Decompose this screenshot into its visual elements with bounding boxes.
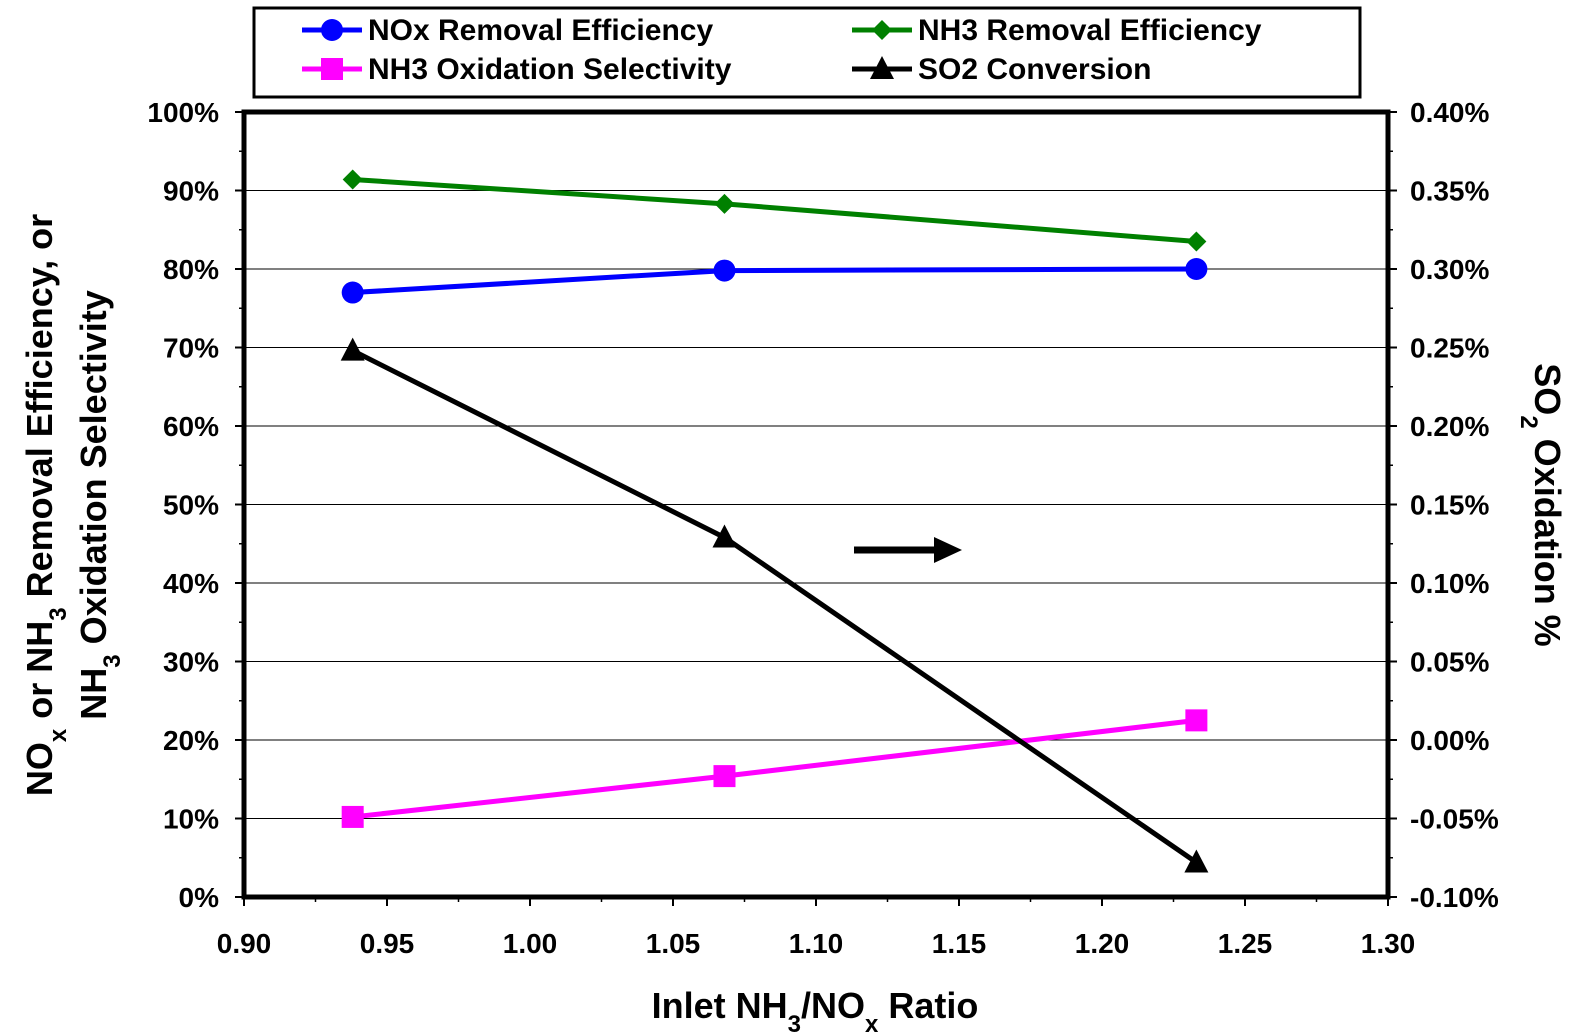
left-y-tick-label: 60% bbox=[163, 411, 219, 442]
right-y-tick-label: -0.05% bbox=[1410, 804, 1499, 835]
left-y-tick-label: 40% bbox=[163, 568, 219, 599]
data-point-nh3-removal-efficiency bbox=[714, 193, 735, 214]
data-point-so2-conversion bbox=[340, 337, 365, 361]
x-tick-label: 1.25 bbox=[1218, 928, 1273, 959]
left-y-tick-label: 30% bbox=[163, 647, 219, 678]
x-tick-label: 0.95 bbox=[360, 928, 415, 959]
legend-label-nh3-oxidation-selectivity: NH3 Oxidation Selectivity bbox=[368, 53, 732, 86]
data-point-nh3-oxidation-selectivity bbox=[1185, 709, 1208, 732]
data-point-nh3-removal-efficiency bbox=[1186, 231, 1207, 252]
data-point-nox-removal-efficiency bbox=[341, 281, 364, 304]
data-point-nh3-oxidation-selectivity bbox=[341, 805, 364, 828]
legend-label-nox-removal-efficiency: NOx Removal Efficiency bbox=[368, 14, 713, 47]
legend-frame bbox=[252, 6, 1362, 99]
right-y-tick-label: 0.25% bbox=[1410, 333, 1489, 364]
data-point-so2-conversion bbox=[712, 524, 737, 548]
x-axis-title: Inlet NH3/NOx Ratio bbox=[652, 985, 979, 1033]
series-lines bbox=[351, 177, 1198, 865]
left-y-tick-label: 50% bbox=[163, 490, 219, 521]
legend-label-so2-conversion: SO2 Conversion bbox=[918, 53, 1151, 86]
right-y-tick-label: 0.20% bbox=[1410, 411, 1489, 442]
legend: NOx Removal Efficiency NH3 Removal Effici… bbox=[252, 6, 1362, 99]
x-tick-label: 1.10 bbox=[789, 928, 844, 959]
series-line-nox-removal-efficiency bbox=[352, 266, 1197, 296]
legend-marker-nh3-oxidation-selectivity bbox=[321, 58, 343, 80]
data-point-nox-removal-efficiency bbox=[713, 259, 736, 282]
left-y-tick-label: 100% bbox=[147, 97, 219, 128]
left-y-tick-label: 20% bbox=[163, 725, 219, 756]
left-y-tick-label: 0% bbox=[179, 882, 220, 913]
series-line-nh3-oxidation-selectivity bbox=[352, 717, 1197, 820]
x-tick-label: 1.20 bbox=[1075, 928, 1130, 959]
data-point-nh3-removal-efficiency bbox=[342, 169, 363, 190]
right-y-tick-label: -0.10% bbox=[1410, 882, 1499, 913]
axis-annotation-arrow bbox=[854, 537, 962, 563]
right-y-tick-label: 0.10% bbox=[1410, 568, 1489, 599]
legend-marker-so2-conversion bbox=[870, 56, 894, 79]
left-y-axis-title-line-1: NOx or NH3 Removal Efficiency, or bbox=[19, 214, 72, 796]
series-line-nh3-removal-efficiency bbox=[352, 177, 1197, 245]
data-point-so2-conversion bbox=[1184, 849, 1209, 873]
right-y-axis-ticks: -0.10% -0.05% 0.00% 0.05% 0.10% 0.15% 0.20% 0.2… bbox=[1388, 97, 1499, 913]
series-markers bbox=[340, 169, 1209, 873]
x-tick-label: 1.30 bbox=[1361, 928, 1416, 959]
right-y-tick-label: 0.30% bbox=[1410, 254, 1489, 285]
x-tick-label: 0.90 bbox=[217, 928, 272, 959]
x-tick-label: 1.05 bbox=[646, 928, 701, 959]
right-y-tick-label: 0.05% bbox=[1410, 647, 1489, 678]
data-point-nh3-oxidation-selectivity bbox=[713, 765, 736, 788]
right-y-tick-label: 0.40% bbox=[1410, 97, 1489, 128]
left-y-axis-title-line-2: NH3 Oxidation Selectivity bbox=[73, 290, 126, 719]
data-point-nox-removal-efficiency bbox=[1185, 258, 1208, 280]
right-y-tick-label: 0.15% bbox=[1410, 490, 1489, 521]
x-tick-label: 1.00 bbox=[503, 928, 558, 959]
x-axis-ticks: 0.90 0.95 1.00 1.05 1.10 1.15 1.20 1.25 1.30 bbox=[217, 897, 1416, 959]
left-y-axis-ticks: 0% 10% 20% 30% 40% 50% 60% 70% 80% 90% 100% bbox=[147, 97, 244, 913]
right-y-tick-label: 0.00% bbox=[1410, 725, 1489, 756]
right-y-tick-label: 0.35% bbox=[1410, 176, 1489, 207]
x-tick-label: 1.15 bbox=[932, 928, 987, 959]
series-line-so2-conversion bbox=[351, 348, 1198, 865]
legend-marker-nox-removal-efficiency bbox=[321, 19, 343, 41]
left-y-tick-label: 80% bbox=[163, 254, 219, 285]
left-y-tick-label: 90% bbox=[163, 176, 219, 207]
right-y-axis-title: SO2 Oxidation % bbox=[1516, 363, 1569, 646]
gridlines bbox=[244, 111, 1388, 898]
left-y-tick-label: 10% bbox=[163, 804, 219, 835]
legend-marker-nh3-removal-efficiency bbox=[872, 20, 892, 40]
left-y-tick-label: 70% bbox=[163, 333, 219, 364]
legend-label-nh3-removal-efficiency: NH3 Removal Efficiency bbox=[918, 14, 1262, 47]
